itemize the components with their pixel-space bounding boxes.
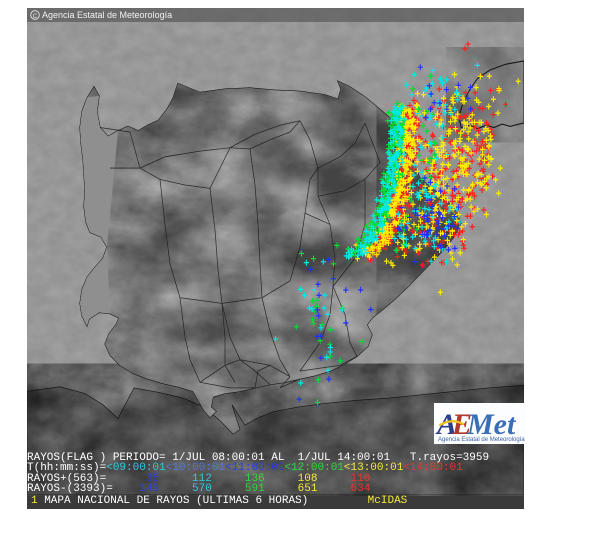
svg-text:Agencia Estatal de Meteorologí: Agencia Estatal de Meteorología — [42, 10, 172, 20]
svg-text:Agencia Estatal de Meteorologí: Agencia Estatal de Meteorología — [438, 437, 525, 443]
svg-text:C: C — [33, 13, 38, 20]
